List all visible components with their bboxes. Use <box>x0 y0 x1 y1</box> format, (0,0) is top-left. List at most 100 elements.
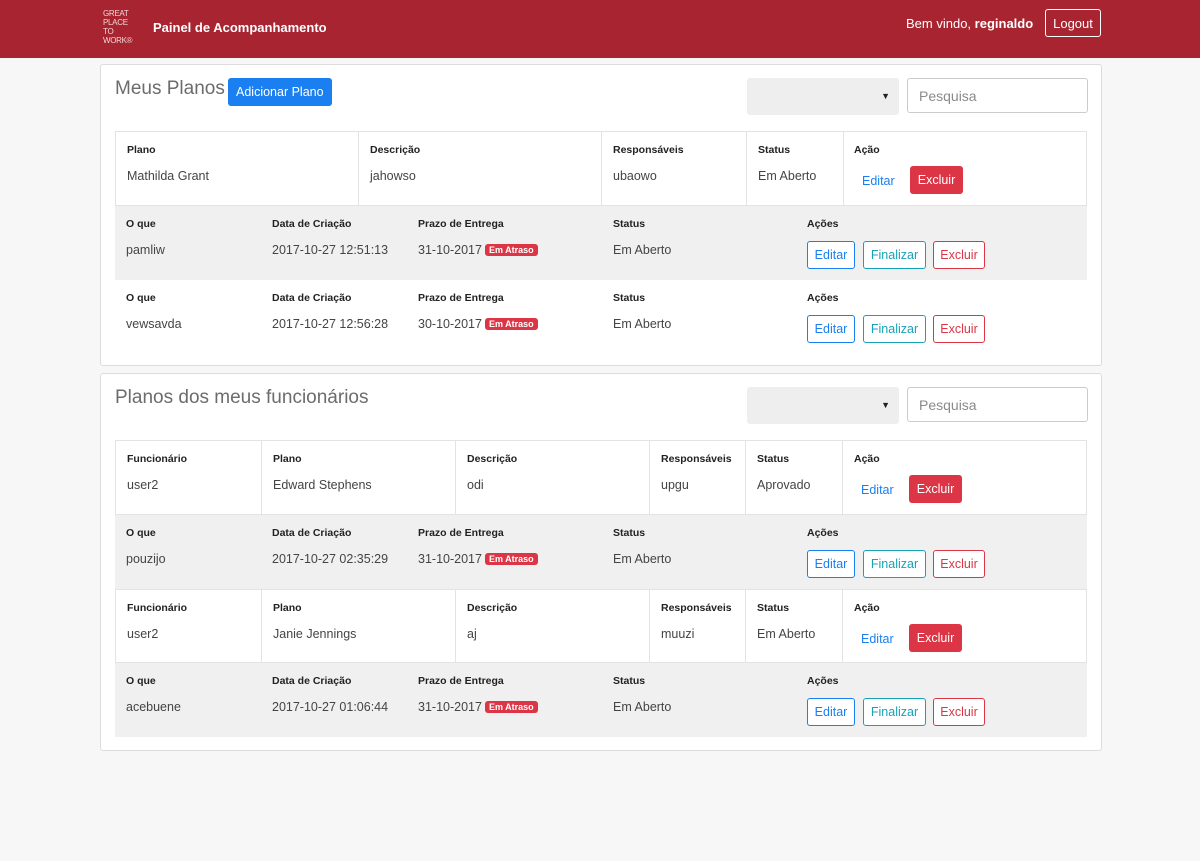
username: reginaldo <box>974 16 1034 31</box>
delete-plan-button[interactable]: Excluir <box>910 166 963 194</box>
delete-task-button[interactable]: Excluir <box>933 698 985 726</box>
plan-cell: Plano Mathilda Grant <box>116 132 359 205</box>
edit-task-button[interactable]: Editar <box>807 241 855 269</box>
column-header: Prazo de Entrega <box>418 292 504 304</box>
top-navbar: GREAT PLACE TO WORK® Painel de Acompanha… <box>0 0 1200 58</box>
description-cell: Descrição jahowso <box>359 132 602 205</box>
column-header: Status <box>613 527 646 539</box>
column-header: Ação <box>854 602 880 614</box>
task-row: O que Data de Criação Prazo de Entrega S… <box>115 663 1087 737</box>
deadline-date: 31-10-2017 <box>418 243 482 257</box>
column-header: Status <box>758 144 791 156</box>
column-header: Ações <box>807 292 839 304</box>
deadline-date: 31-10-2017 <box>418 552 482 566</box>
task-deadline: 30-10-2017 Em Atraso <box>418 317 538 331</box>
logo-line: TO <box>103 27 114 36</box>
edit-plan-button[interactable]: Editar <box>861 632 894 646</box>
plan-cell: Plano Janie Jennings <box>262 590 456 662</box>
logout-button[interactable]: Logout <box>1045 9 1101 37</box>
my-plans-card: Meus Planos Adicionar Plano ▼ Plano Math… <box>100 64 1102 366</box>
caret-down-icon: ▼ <box>881 91 890 101</box>
column-header: Prazo de Entrega <box>418 675 504 687</box>
employee-plan-row: Funcionário user2 Plano Edward Stephens … <box>115 440 1087 515</box>
great-place-to-work-logo[interactable]: GREAT PLACE TO WORK® <box>103 9 143 45</box>
employee-plans-card: Planos dos meus funcionários ▼ Funcionár… <box>100 373 1102 751</box>
section-title: Meus Planos <box>115 78 225 99</box>
task-deadline: 31-10-2017 Em Atraso <box>418 552 538 566</box>
status-cell: Status Em Aberto <box>746 590 843 662</box>
column-header: Plano <box>273 602 302 614</box>
delete-task-button[interactable]: Excluir <box>933 241 985 269</box>
plan-responsibles: ubaowo <box>613 169 657 183</box>
action-cell: Ação Editar Excluir <box>843 590 1088 662</box>
status-cell: Status Em Aberto <box>747 132 844 205</box>
search-input[interactable] <box>907 78 1088 113</box>
column-header: Data de Criação <box>272 218 352 230</box>
column-header: Data de Criação <box>272 527 352 539</box>
logo-line: GREAT <box>103 9 129 18</box>
deadline-date: 31-10-2017 <box>418 700 482 714</box>
column-header: Status <box>613 292 646 304</box>
employee-plan-row: Funcionário user2 Plano Janie Jennings D… <box>115 589 1087 663</box>
column-header: Data de Criação <box>272 292 352 304</box>
task-deadline: 31-10-2017 Em Atraso <box>418 700 538 714</box>
column-header: Ações <box>807 675 839 687</box>
overdue-badge: Em Atraso <box>484 701 538 713</box>
task-status: Em Aberto <box>613 552 672 566</box>
column-header: Status <box>613 218 646 230</box>
section-title: Planos dos meus funcionários <box>115 387 369 408</box>
task-created: 2017-10-27 12:56:28 <box>272 317 389 331</box>
action-cell: Ação Editar Excluir <box>844 132 1088 205</box>
logo-line: PLACE <box>103 18 128 27</box>
responsibles-cell: Responsáveis muuzi <box>650 590 746 662</box>
column-header: Ações <box>807 218 839 230</box>
task-deadline: 31-10-2017 Em Atraso <box>418 243 538 257</box>
plan-name: Mathilda Grant <box>127 169 209 183</box>
column-header: Responsáveis <box>661 602 732 614</box>
plan-responsibles: muuzi <box>661 627 695 641</box>
task-status: Em Aberto <box>613 243 672 257</box>
edit-plan-button[interactable]: Editar <box>862 174 895 188</box>
overdue-badge: Em Atraso <box>484 553 538 565</box>
column-header: Ação <box>854 144 880 156</box>
column-header: Ações <box>807 527 839 539</box>
delete-task-button[interactable]: Excluir <box>933 550 985 578</box>
plan-row: Plano Mathilda Grant Descrição jahowso R… <box>115 131 1087 206</box>
overdue-badge: Em Atraso <box>484 244 538 256</box>
add-plan-button[interactable]: Adicionar Plano <box>228 78 332 106</box>
column-header: Status <box>757 453 790 465</box>
task-created: 2017-10-27 02:35:29 <box>272 552 389 566</box>
welcome-message: Bem vindo, reginaldo <box>906 16 1033 31</box>
plan-name: Edward Stephens <box>273 478 372 492</box>
column-header: Funcionário <box>127 602 188 614</box>
finish-task-button[interactable]: Finalizar <box>863 241 926 269</box>
status-cell: Status Aprovado <box>746 441 843 514</box>
filter-select[interactable]: ▼ <box>747 78 899 115</box>
finish-task-button[interactable]: Finalizar <box>863 698 926 726</box>
plan-description: aj <box>467 627 477 641</box>
finish-task-button[interactable]: Finalizar <box>863 550 926 578</box>
column-header: Descrição <box>370 144 421 156</box>
column-header: O que <box>126 675 156 687</box>
delete-plan-button[interactable]: Excluir <box>909 624 962 652</box>
description-cell: Descrição odi <box>456 441 650 514</box>
responsibles-cell: Responsáveis ubaowo <box>602 132 747 205</box>
edit-task-button[interactable]: Editar <box>807 315 855 343</box>
responsibles-cell: Responsáveis upgu <box>650 441 746 514</box>
column-header: O que <box>126 218 156 230</box>
delete-task-button[interactable]: Excluir <box>933 315 985 343</box>
plan-status: Aprovado <box>757 478 811 492</box>
filter-select[interactable]: ▼ <box>747 387 899 424</box>
column-header: Responsáveis <box>661 453 732 465</box>
task-what: pamliw <box>126 243 165 257</box>
search-input[interactable] <box>907 387 1088 422</box>
task-what: vewsavda <box>126 317 182 331</box>
delete-plan-button[interactable]: Excluir <box>909 475 962 503</box>
app-title[interactable]: Painel de Acompanhamento <box>153 20 327 35</box>
description-cell: Descrição aj <box>456 590 650 662</box>
finish-task-button[interactable]: Finalizar <box>863 315 926 343</box>
edit-task-button[interactable]: Editar <box>807 698 855 726</box>
edit-task-button[interactable]: Editar <box>807 550 855 578</box>
employee-name: user2 <box>127 478 159 492</box>
edit-plan-button[interactable]: Editar <box>861 483 894 497</box>
